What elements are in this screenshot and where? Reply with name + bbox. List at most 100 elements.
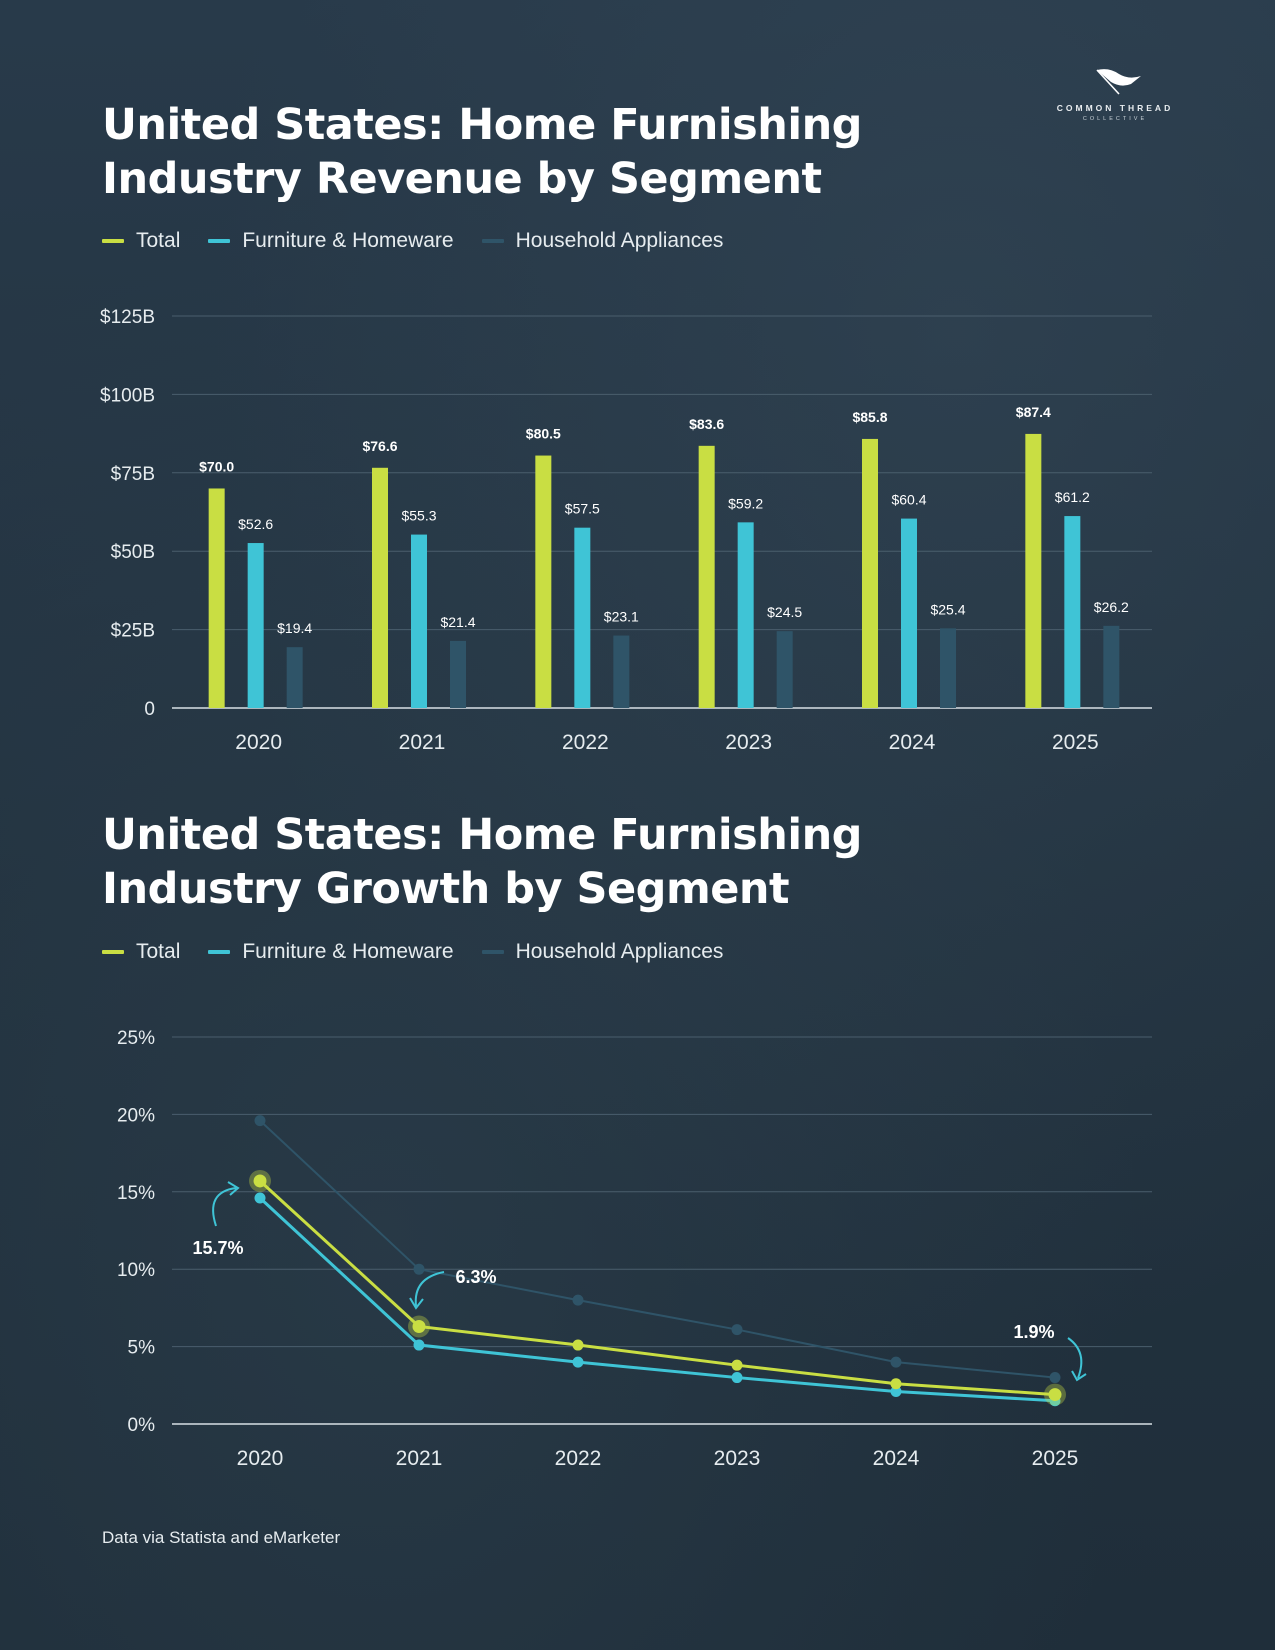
data-label-appliances: $26.2 bbox=[1094, 599, 1129, 615]
data-label-furniture: $52.6 bbox=[238, 516, 273, 532]
y-tick-label: $125B bbox=[100, 307, 155, 328]
data-label-furniture: $61.2 bbox=[1055, 489, 1090, 505]
y-tick-label: 0% bbox=[128, 1415, 156, 1436]
annotation-label: 6.3% bbox=[455, 1267, 496, 1287]
y-tick-label: 15% bbox=[117, 1183, 155, 1204]
data-label-furniture: $57.5 bbox=[565, 501, 600, 517]
legend-item-total: Total bbox=[102, 940, 180, 964]
data-point-total bbox=[731, 1359, 743, 1371]
x-tick-label: 2024 bbox=[889, 731, 936, 754]
legend-item-appliances: Household Appliances bbox=[481, 940, 723, 964]
bar-total bbox=[862, 438, 878, 708]
x-tick-label: 2020 bbox=[235, 731, 282, 754]
logo-subtext: COLLECTIVE bbox=[1082, 116, 1148, 122]
y-tick-label: $50B bbox=[111, 542, 155, 563]
data-point-furniture bbox=[413, 1339, 425, 1351]
revenue-legend: Total Furniture & Homeware Household App… bbox=[102, 229, 751, 253]
annotation-arrowhead bbox=[409, 1297, 424, 1310]
bar-appliances bbox=[286, 647, 303, 708]
bar-furniture bbox=[1064, 516, 1081, 708]
bar-furniture bbox=[247, 543, 264, 708]
x-tick-label: 2020 bbox=[237, 1447, 284, 1470]
y-tick-label: $100B bbox=[100, 385, 155, 406]
legend-label-furniture: Furniture & Homeware bbox=[242, 229, 454, 252]
data-label-furniture: $60.4 bbox=[891, 492, 926, 508]
annotation-arrow bbox=[1067, 1337, 1083, 1379]
highlight-point bbox=[253, 1174, 267, 1188]
data-point-appliances bbox=[890, 1356, 902, 1368]
data-label-appliances: $23.1 bbox=[604, 609, 639, 625]
bar-total bbox=[535, 455, 552, 708]
data-label-furniture: $59.2 bbox=[728, 495, 763, 511]
x-tick-label: 2023 bbox=[725, 731, 772, 754]
y-tick-label: 10% bbox=[117, 1260, 155, 1281]
data-point-appliances bbox=[413, 1263, 425, 1275]
data-label-total: $70.0 bbox=[199, 458, 234, 474]
flag-icon bbox=[1096, 69, 1141, 95]
series-line-furniture bbox=[258, 1196, 1056, 1403]
growth-chart-title: United States: Home Furnishing Industry … bbox=[102, 810, 862, 914]
x-tick-label: 2021 bbox=[396, 1447, 443, 1470]
bar-appliances bbox=[940, 628, 956, 708]
data-point-furniture bbox=[890, 1385, 902, 1397]
bar-total bbox=[1025, 433, 1042, 708]
data-label-total: $80.5 bbox=[526, 426, 561, 442]
data-point-total bbox=[890, 1378, 902, 1390]
x-tick-label: 2025 bbox=[1032, 1447, 1079, 1470]
data-point-appliances bbox=[254, 1115, 266, 1127]
bar-appliances bbox=[613, 635, 630, 708]
legend-swatch-furniture bbox=[208, 950, 231, 954]
legend-label-total: Total bbox=[136, 940, 181, 963]
bar-total bbox=[372, 467, 388, 708]
growth-legend: Total Furniture & Homeware Household App… bbox=[102, 940, 751, 964]
data-label-total: $76.6 bbox=[362, 438, 397, 454]
data-label-appliances: $21.4 bbox=[440, 614, 475, 630]
bar-furniture bbox=[737, 522, 754, 708]
legend-swatch-total bbox=[102, 950, 124, 954]
legend-swatch-appliances bbox=[481, 239, 504, 243]
legend-swatch-furniture bbox=[208, 239, 231, 243]
annotation-label: 1.9% bbox=[1013, 1322, 1054, 1342]
legend-item-total: Total bbox=[102, 229, 180, 253]
annotation-arrowhead bbox=[227, 1181, 240, 1196]
legend-label-furniture: Furniture & Homeware bbox=[242, 940, 454, 963]
logo: COMMON THREAD COLLECTIVE bbox=[1050, 68, 1180, 122]
data-label-total: $87.4 bbox=[1016, 404, 1051, 420]
annotation-label: 15.7% bbox=[192, 1238, 243, 1258]
series-line-total bbox=[258, 1179, 1056, 1397]
logo-text: COMMON THREAD bbox=[1056, 103, 1174, 113]
legend-swatch-appliances bbox=[481, 950, 504, 954]
bar-appliances bbox=[1103, 625, 1120, 708]
x-tick-label: 2024 bbox=[873, 1447, 920, 1470]
legend-label-total: Total bbox=[136, 229, 181, 252]
revenue-chart-title: United States: Home Furnishing Industry … bbox=[102, 100, 862, 204]
series-line-appliances bbox=[259, 1119, 1056, 1379]
bar-total bbox=[208, 488, 225, 708]
data-point-furniture bbox=[572, 1356, 584, 1368]
bar-appliances bbox=[450, 640, 466, 708]
x-tick-label: 2022 bbox=[555, 1447, 602, 1470]
y-tick-label: $25B bbox=[111, 621, 155, 642]
data-label-appliances: $25.4 bbox=[930, 601, 965, 617]
data-label-total: $83.6 bbox=[689, 416, 724, 432]
data-point-appliances bbox=[1049, 1372, 1061, 1384]
data-point-furniture bbox=[254, 1192, 266, 1204]
legend-item-furniture: Furniture & Homeware bbox=[208, 940, 454, 964]
data-label-furniture: $55.3 bbox=[401, 508, 436, 524]
data-point-furniture bbox=[731, 1372, 743, 1384]
data-point-total bbox=[572, 1339, 584, 1351]
y-tick-label: 25% bbox=[117, 1028, 155, 1049]
highlight-point bbox=[1048, 1388, 1062, 1402]
bar-furniture bbox=[411, 534, 427, 708]
x-tick-label: 2021 bbox=[399, 731, 446, 754]
bar-furniture bbox=[901, 518, 917, 708]
x-tick-label: 2023 bbox=[714, 1447, 761, 1470]
y-tick-label: $75B bbox=[111, 464, 155, 485]
y-tick-label: 20% bbox=[117, 1105, 155, 1126]
x-tick-label: 2025 bbox=[1052, 731, 1099, 754]
x-tick-label: 2022 bbox=[562, 731, 609, 754]
bar-furniture bbox=[574, 527, 591, 708]
annotation-arrow bbox=[212, 1187, 237, 1227]
growth-line-chart: 0% 5% 10% 15% 20% 25% 2020 2021 2022 2023 2024 2025… bbox=[117, 1028, 1152, 1470]
